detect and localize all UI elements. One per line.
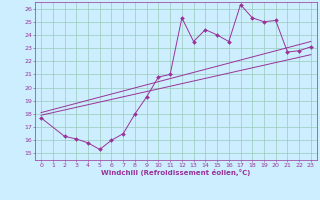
X-axis label: Windchill (Refroidissement éolien,°C): Windchill (Refroidissement éolien,°C) (101, 169, 251, 176)
